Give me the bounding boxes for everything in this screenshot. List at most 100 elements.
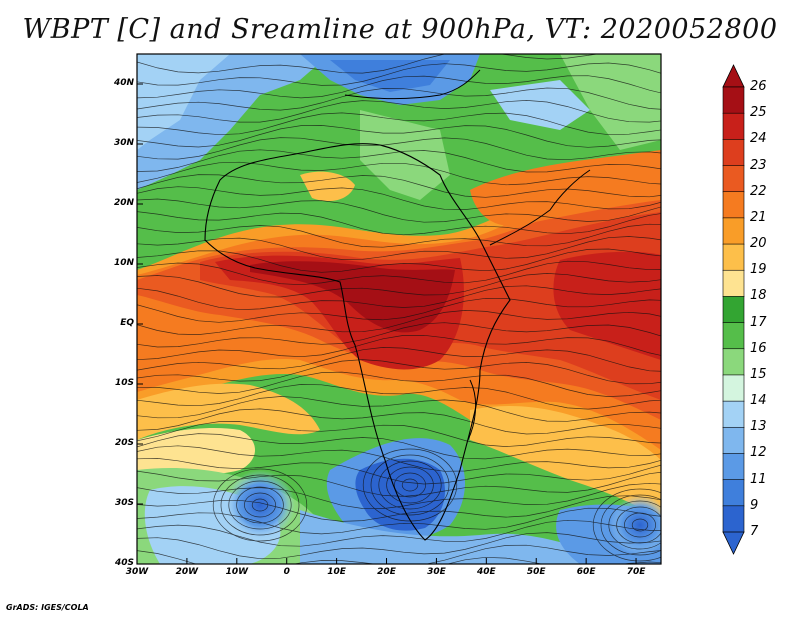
streamline: [137, 174, 661, 198]
streamline: [137, 87, 661, 111]
vortex-streamline: [370, 454, 450, 516]
vortex-streamline: [251, 498, 269, 512]
lon-tick-label: 60E: [576, 567, 596, 577]
colorbar-label: 16: [750, 340, 767, 356]
lat-tick-label: 30N: [113, 138, 134, 148]
plot-frame: [136, 53, 662, 565]
streamline: [137, 75, 661, 99]
streamline: [137, 310, 661, 335]
streamline: [137, 334, 661, 361]
lon-tick-label: 30W: [125, 567, 149, 577]
colorbar-label: 19: [750, 262, 767, 278]
streamline: [137, 273, 661, 298]
lat-tick-label: 10N: [113, 258, 134, 268]
streamline: [137, 396, 661, 422]
streamline: [137, 384, 661, 410]
streamline: [137, 236, 661, 260]
lat-tick-label: EQ: [120, 318, 134, 328]
colorbar-swatch: [722, 426, 745, 455]
colorbar-label: 25: [750, 105, 767, 121]
vortex-streamline: [386, 466, 434, 504]
streamline: [137, 161, 661, 186]
colorbar-swatch: [722, 479, 745, 507]
streamline: [137, 54, 661, 74]
colorbar-label: 14: [750, 393, 767, 409]
lon-tick-label: 20W: [175, 567, 199, 577]
streamline: [137, 137, 661, 161]
vortex-streamline: [220, 474, 300, 536]
streamline: [137, 125, 661, 148]
vortex-streamline: [592, 488, 661, 562]
streamline: [137, 62, 661, 86]
lon-tick-label: 0: [283, 567, 290, 577]
lon-tick-label: 10W: [225, 567, 249, 577]
colorbar-swatch: [722, 217, 745, 245]
streamline: [137, 248, 661, 273]
colorbar-label: 26: [750, 79, 767, 94]
streamline: [137, 211, 661, 236]
streamline: [137, 322, 661, 348]
lat-tick-label: 40S: [114, 558, 134, 568]
lon-tick-label: 50E: [526, 567, 546, 577]
colorbar-swatch: [722, 322, 745, 350]
vortex-streamline: [401, 478, 419, 492]
vortex-streamline: [244, 492, 276, 518]
streamline: [137, 112, 661, 136]
vortex-streamline: [378, 460, 442, 510]
colorbar-swatch: [722, 348, 745, 376]
colorbar-swatch: [722, 112, 745, 140]
vortex-streamline: [212, 468, 308, 542]
streamline: [137, 223, 661, 248]
vortex-streamline: [600, 494, 661, 556]
streamline: [137, 433, 661, 460]
streamline: [137, 519, 661, 547]
colorbar-top-arrow: [722, 64, 745, 88]
colorbar-swatch: [722, 269, 745, 298]
vortex-streamline: [616, 506, 661, 544]
colorbar-label: 12: [750, 445, 767, 461]
lon-tick-label: 30E: [427, 567, 446, 577]
colorbar-swatch: [722, 505, 745, 533]
colorbar-label: 20: [750, 236, 767, 252]
colorbar-swatch: [722, 296, 745, 324]
streamline: [137, 544, 661, 564]
colorbar-label: 13: [750, 419, 767, 435]
streamline: [137, 445, 661, 472]
grads-credit: GrADS: IGES/COLA: [6, 603, 89, 612]
colorbar-label: 23: [750, 157, 767, 173]
lon-tick-label: 40E: [476, 567, 496, 577]
vortex-streamline: [631, 518, 649, 532]
streamline: [137, 495, 661, 522]
streamline: [137, 186, 661, 210]
streamline: [137, 100, 661, 123]
lon-tick-label: 20E: [377, 567, 396, 577]
vortex-streamline: [236, 486, 284, 524]
colorbar-swatch: [722, 139, 745, 167]
lon-tick-label: 70E: [626, 567, 646, 577]
colorbar-label: 17: [750, 314, 767, 330]
streamline: [137, 260, 661, 286]
streamline: [137, 532, 661, 560]
colorbar-label: 24: [750, 131, 767, 147]
lat-tick-label: 10S: [114, 378, 134, 388]
colorbar-label: 9: [750, 497, 759, 513]
streamline: [137, 149, 661, 173]
colorbar-label: 21: [750, 209, 767, 225]
streamline: [137, 421, 661, 447]
colorbar-label: 18: [750, 288, 767, 304]
lat-tick-label: 30S: [114, 498, 134, 508]
colorbar-swatch: [722, 165, 745, 193]
colorbar-swatch: [722, 191, 745, 219]
lat-tick-label: 20N: [113, 198, 134, 208]
streamline: [137, 371, 661, 397]
vortex-streamline: [608, 500, 661, 550]
colorbar-swatch: [722, 453, 745, 481]
colorbar-label: 22: [750, 183, 767, 199]
colorbar: [722, 64, 745, 555]
streamline: [137, 285, 661, 311]
colorbar-label: 7: [750, 524, 759, 539]
streamline: [137, 408, 661, 435]
streamline: [137, 297, 661, 323]
lat-tick-label: 20S: [114, 438, 134, 448]
